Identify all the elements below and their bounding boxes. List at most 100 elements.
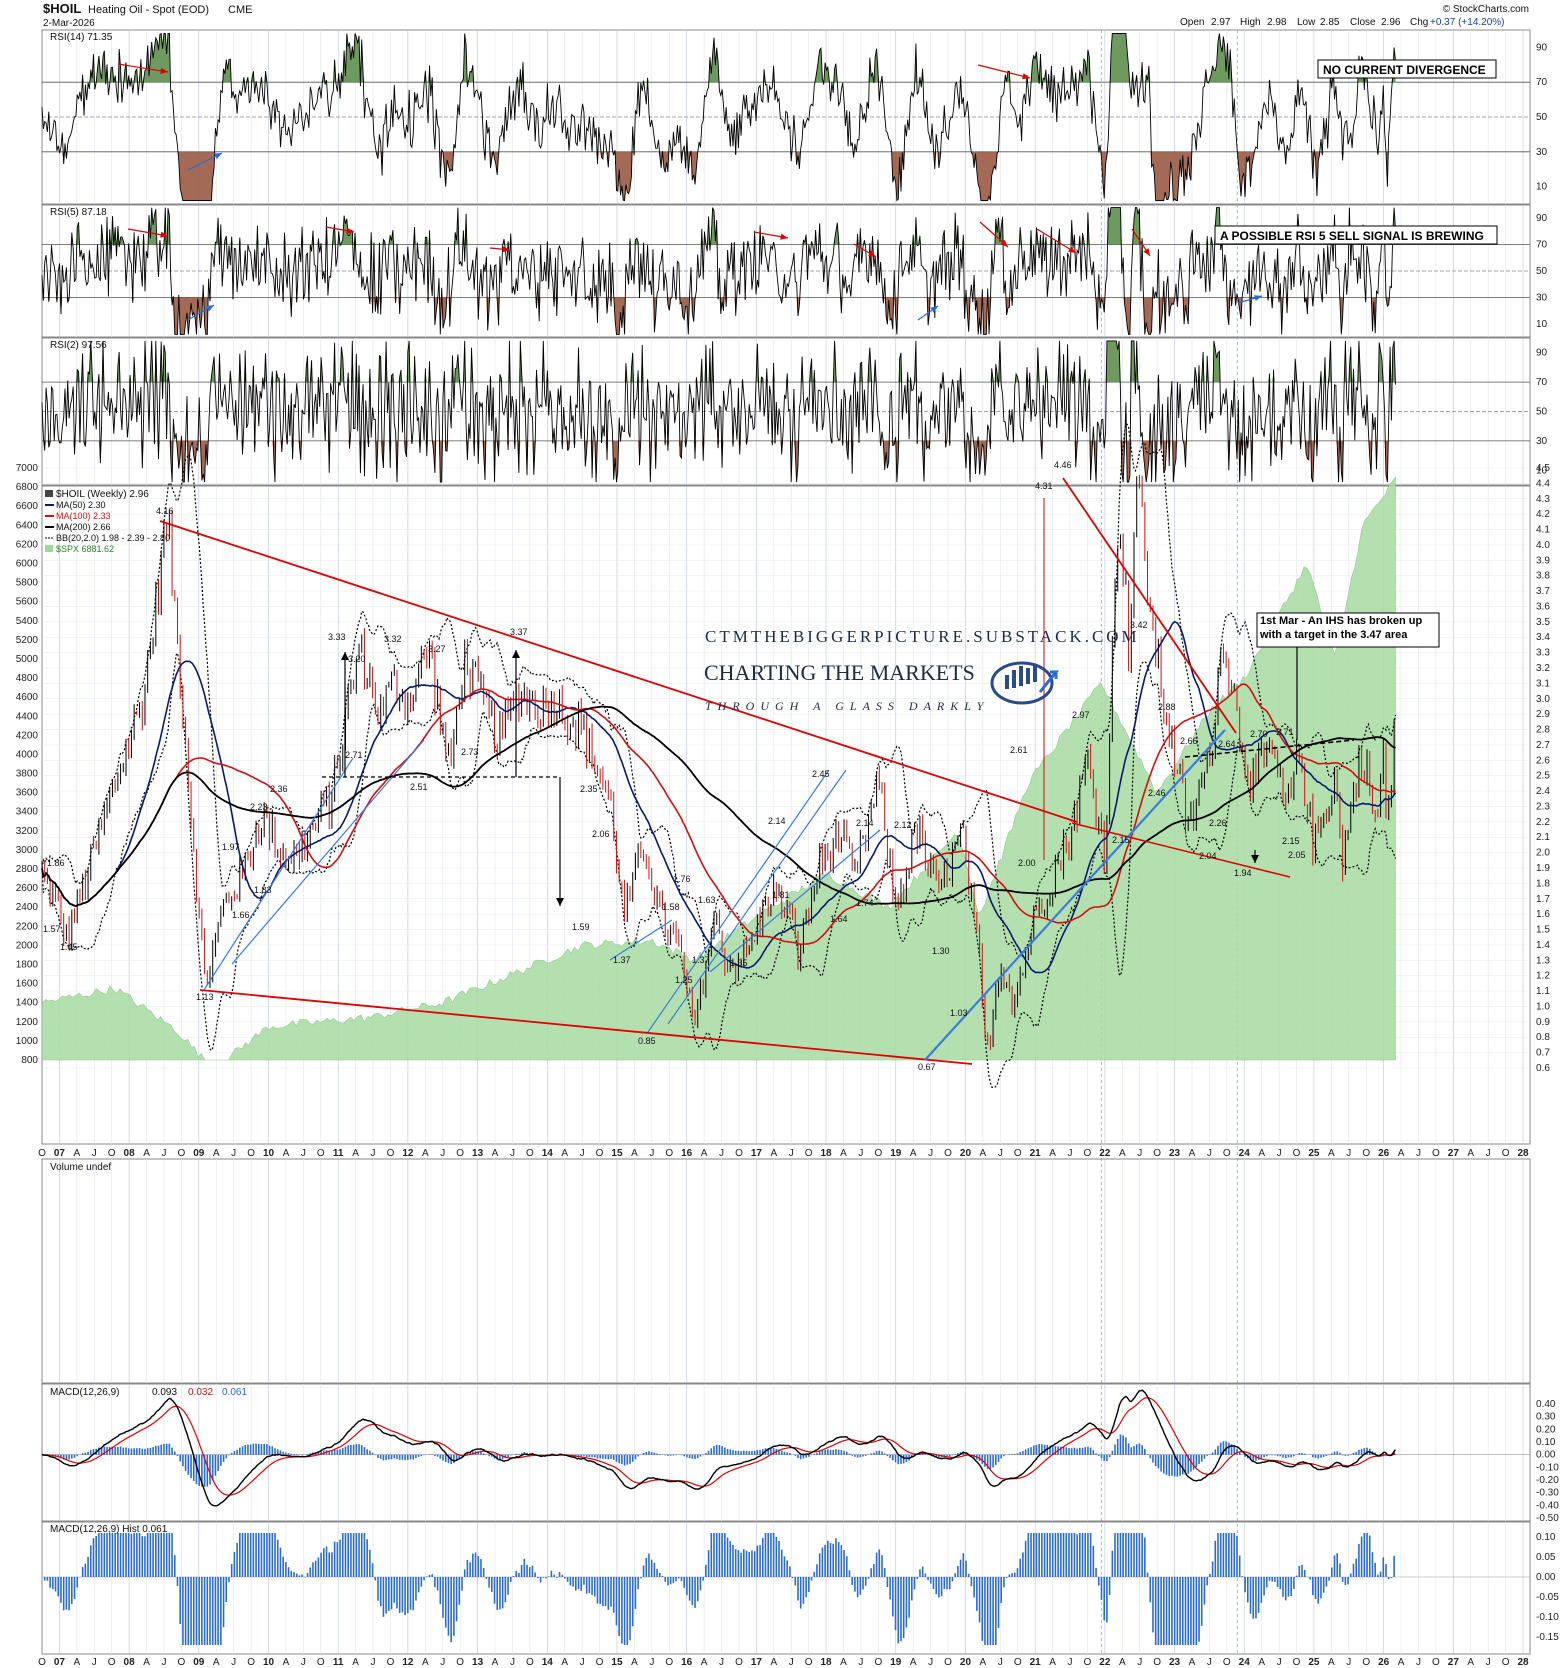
price-label: 3.37 [510, 627, 528, 637]
price-label: 2.15 [1282, 836, 1300, 846]
rsi14-label: RSI(14) 71.35 [50, 32, 113, 43]
rsi14-tick: 10 [1536, 182, 1548, 193]
price-label: 2.61 [1010, 745, 1028, 755]
price-label: 2.15 [1112, 835, 1130, 845]
price-label: 2.45 [812, 769, 830, 779]
x-axis-label: J [231, 1148, 236, 1159]
ma200-line [41, 705, 1396, 907]
macd-tick: -0.30 [1536, 1488, 1559, 1499]
price-label: 0.67 [918, 1062, 936, 1072]
ihs-neckline-2025 [1184, 739, 1355, 758]
price-right-tick: 3.3 [1536, 648, 1550, 659]
x-axis-label: J [580, 1657, 585, 1668]
rsi5-divergence-arrow-head [868, 250, 876, 257]
price-right-tick: 1.5 [1536, 925, 1550, 936]
x-axis-label: J [1068, 1148, 1073, 1159]
x-axis-label: O [178, 1148, 186, 1159]
spx-left-tick: 6200 [16, 539, 39, 550]
x-axis-label: O [38, 1148, 46, 1159]
price-label: 2.70 [1250, 729, 1268, 739]
spx-area-fill [41, 476, 1396, 1061]
x-axis-label: A [1049, 1148, 1056, 1159]
price-label: 1.64 [830, 914, 848, 924]
x-axis-label: A [910, 1148, 917, 1159]
x-axis-label: 15 [611, 1148, 623, 1159]
price-label: 1.66 [232, 910, 250, 920]
hist-tick: -0.05 [1536, 1592, 1559, 1603]
price-label: 2.12 [894, 820, 912, 830]
x-axis-label: J [998, 1657, 1003, 1668]
low-value: 2.85 [1320, 17, 1340, 28]
x-axis-label: 21 [1030, 1148, 1042, 1159]
falling-support-trendline [199, 989, 973, 1065]
price-label: 2.73 [461, 747, 479, 757]
spx-left-tick: 2000 [16, 940, 39, 951]
price-right-tick: 3.9 [1536, 555, 1550, 566]
rsi5-oversold-fill [42, 297, 1396, 335]
x-axis-label: 19 [890, 1148, 902, 1159]
x-axis-label: 15 [611, 1657, 623, 1668]
macd-label: MACD(12,26,9) [50, 1387, 119, 1398]
spx-left-tick: 2800 [16, 864, 39, 875]
x-axis-label: A [631, 1657, 638, 1668]
rsi5-note: A POSSIBLE RSI 5 SELL SIGNAL IS BREWING [1214, 225, 1498, 245]
x-axis-label: J [580, 1148, 585, 1159]
x-axis-label: J [371, 1148, 376, 1159]
hist-tick: 0.05 [1536, 1552, 1556, 1563]
macd-tick: 0.20 [1536, 1424, 1556, 1435]
x-axis-label: A [1328, 1148, 1335, 1159]
x-axis-label: A [492, 1148, 499, 1159]
x-axis-label: J [1137, 1148, 1142, 1159]
price-label: 1.13 [196, 992, 214, 1002]
x-axis-label: O [1362, 1657, 1370, 1668]
x-axis-label: 09 [193, 1148, 205, 1159]
x-axis-label: A [352, 1657, 359, 1668]
spx-left-tick: 5000 [16, 654, 39, 665]
spx-left-tick: 3200 [16, 826, 39, 837]
x-axis-label: J [1486, 1657, 1491, 1668]
rsi5-tick: 50 [1536, 266, 1548, 277]
price-panel [41, 485, 1531, 1145]
x-axis-label: A [561, 1657, 568, 1668]
rsi2-tick: 30 [1536, 436, 1548, 447]
spx-left-tick: 3400 [16, 807, 39, 818]
x-axis-label: A [283, 1657, 290, 1668]
x-axis-label: J [231, 1657, 236, 1668]
x-axis-label: O [108, 1657, 116, 1668]
exchange: CME [228, 4, 252, 16]
legend-swatch-spx [45, 545, 53, 552]
price-right-tick: 2.9 [1536, 709, 1550, 720]
price-label: 1.57 [43, 924, 61, 934]
spx-left-tick: 1200 [16, 1017, 39, 1028]
x-axis-label: 14 [542, 1657, 554, 1668]
x-axis-label: A [1328, 1657, 1335, 1668]
price-label: 2.97 [1072, 710, 1090, 720]
low-marker-arrow-head [1251, 855, 1259, 863]
spx-left-tick: 5800 [16, 578, 39, 589]
price-right-tick: 3.8 [1536, 571, 1550, 582]
price-label: 1.81 [772, 890, 790, 900]
x-axis-label: A [283, 1148, 290, 1159]
channel-line [667, 769, 847, 1025]
macd-tick: -0.40 [1536, 1500, 1559, 1511]
x-axis-label: 11 [333, 1657, 344, 1668]
price-right-tick: 1.9 [1536, 863, 1550, 874]
close-value: 2.96 [1381, 17, 1401, 28]
x-axis-label: J [440, 1657, 445, 1668]
x-axis-label: O [805, 1148, 813, 1159]
rsi2-tick: 10 [1536, 465, 1548, 476]
rsi14-divergence-arrow [977, 64, 1031, 79]
x-axis-label: O [1432, 1148, 1440, 1159]
x-axis-label: 16 [681, 1657, 693, 1668]
x-axis-label: O [317, 1148, 325, 1159]
spx-left-tick: 5600 [16, 597, 39, 608]
x-axis-label: O [1432, 1657, 1440, 1668]
x-axis-label: O [596, 1148, 604, 1159]
x-axis-label: J [789, 1148, 794, 1159]
price-label: 2.36 [270, 784, 288, 794]
x-axis-label: O [1084, 1657, 1092, 1668]
price-label: 3.33 [328, 632, 346, 642]
watermark-logo-icon [990, 661, 1060, 705]
x-axis-label: A [701, 1657, 708, 1668]
x-axis-label: O [247, 1657, 255, 1668]
